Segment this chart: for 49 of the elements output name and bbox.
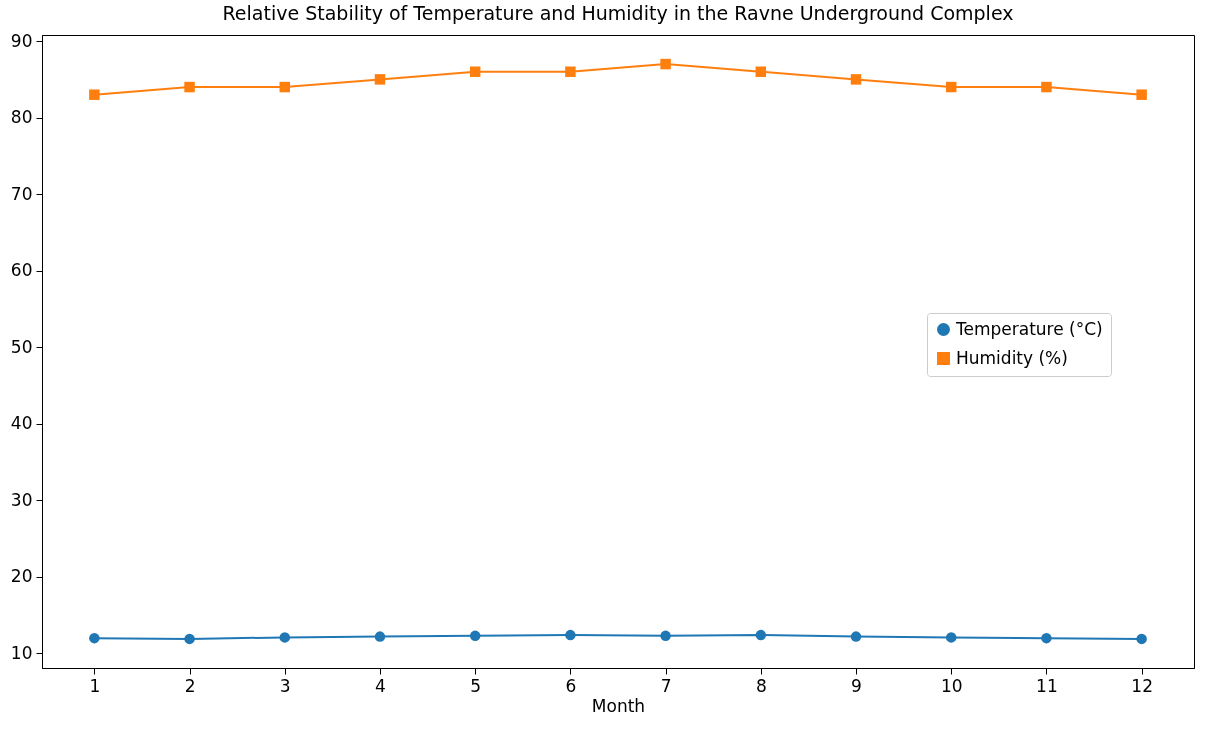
point (279, 81, 291, 93)
point (850, 631, 862, 642)
x-tick-label: 3 (279, 675, 291, 696)
point (1041, 632, 1052, 644)
y-tick-label: 20 (10, 566, 33, 587)
point (374, 74, 386, 85)
point (945, 632, 957, 643)
point (374, 631, 386, 642)
point (184, 633, 195, 645)
point (945, 81, 957, 93)
chart-title: Relative Stability of Temperature and Humidity in the Ravne Underground Complex (222, 2, 1014, 25)
point (660, 630, 671, 642)
point (850, 74, 862, 85)
point (1136, 633, 1147, 645)
x-tick-label: 5 (470, 675, 482, 696)
x-tick-label: 11 (1036, 675, 1058, 696)
legend-label: Humidity (%) (956, 347, 1068, 368)
point (565, 66, 576, 77)
y-tick-label: 10 (10, 642, 33, 663)
x-tick-label: 6 (565, 675, 577, 696)
y-tick-label: 60 (10, 260, 33, 281)
point (469, 66, 481, 77)
point (89, 89, 100, 100)
point (755, 66, 767, 77)
x-tick-label: 8 (755, 675, 767, 696)
y-tick-label: 80 (10, 107, 33, 128)
x-tick-label: 1 (89, 675, 101, 696)
x-axis-title: Month (591, 695, 646, 716)
point (1041, 81, 1052, 93)
x-tick-label: 12 (1131, 675, 1153, 696)
point (184, 81, 195, 93)
x-tick-label: 7 (660, 675, 672, 696)
point (660, 58, 671, 70)
point (755, 629, 767, 641)
point (469, 630, 481, 642)
y-tick-label: 30 (10, 489, 33, 510)
point (279, 632, 291, 643)
x-tick-label: 2 (184, 675, 196, 696)
x-tick-label: 9 (851, 675, 862, 696)
y-tick-label: 40 (10, 413, 33, 434)
legend-label: Temperature (°C) (955, 318, 1103, 339)
y-tick-label: 70 (10, 183, 33, 204)
x-tick-label: 10 (940, 675, 963, 696)
x-tick-label: 4 (375, 675, 386, 696)
point (565, 629, 576, 641)
y-tick-label: 90 (10, 30, 33, 51)
point (1136, 89, 1147, 100)
point (89, 632, 100, 644)
y-tick-label: 50 (10, 336, 33, 357)
